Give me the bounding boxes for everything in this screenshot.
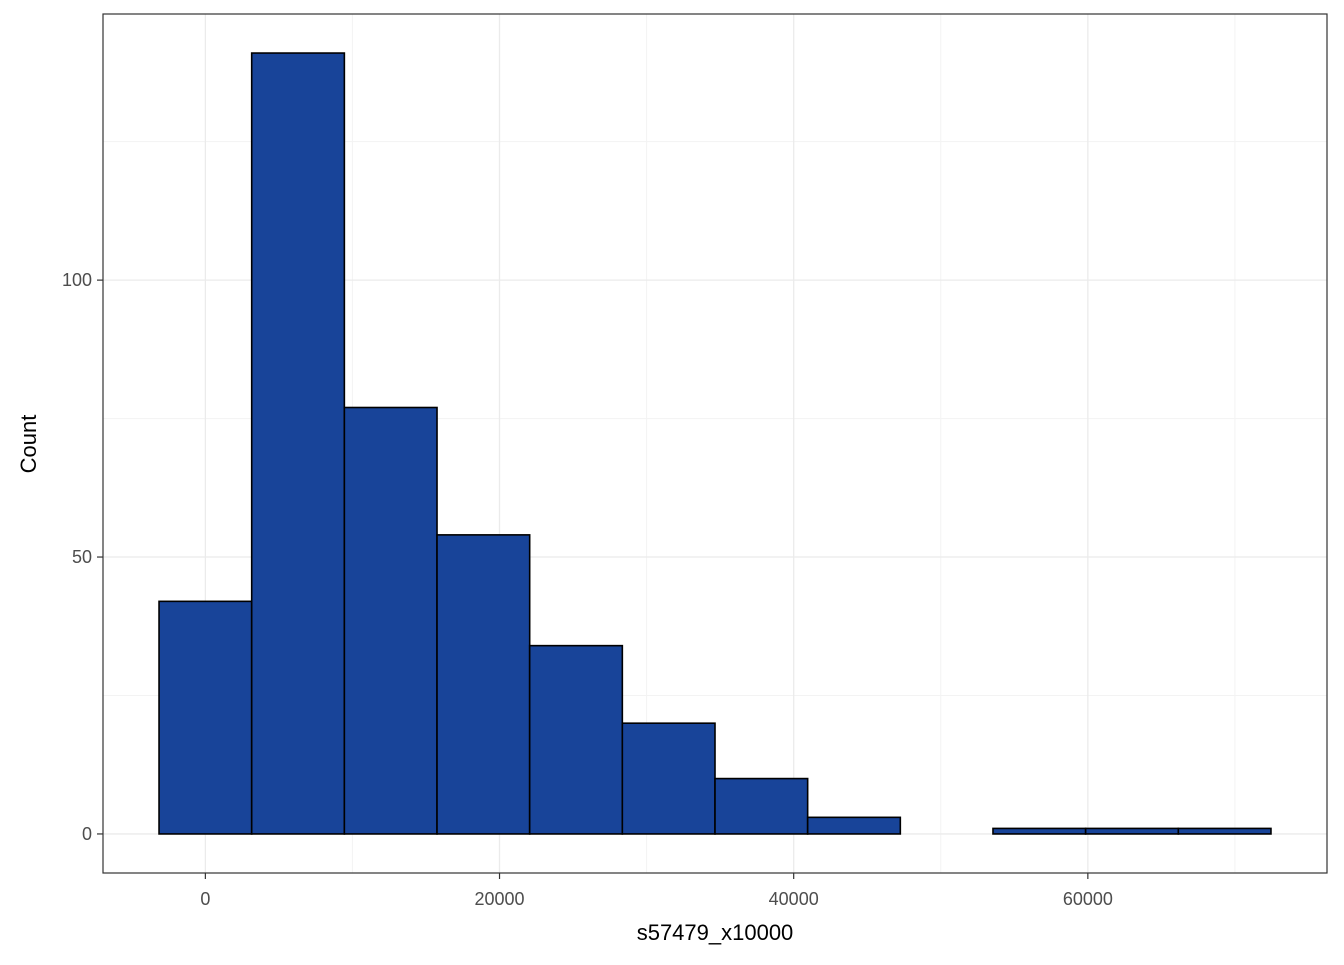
y-tick-label: 100 (62, 270, 92, 290)
y-axis: 0 50 100 (62, 270, 103, 844)
x-axis: 0 20000 40000 60000 (200, 873, 1113, 909)
x-tick-label: 0 (200, 889, 210, 909)
histogram-bar (158, 600, 253, 835)
histogram-bar (436, 534, 531, 835)
histogram-bar (714, 777, 809, 835)
histogram-bar (992, 827, 1087, 835)
x-tick-label: 40000 (769, 889, 819, 909)
panel-border (102, 13, 1328, 874)
histogram-bar (1177, 827, 1272, 835)
x-tick-label: 20000 (474, 889, 524, 909)
histogram-bar (250, 52, 346, 835)
x-axis-title: s57479_x10000 (637, 920, 794, 945)
histogram-bars (158, 52, 1272, 835)
y-axis-title: Count (16, 415, 41, 474)
histogram-bar (343, 406, 438, 835)
histogram-bar (528, 644, 624, 835)
histogram-bar (621, 722, 716, 835)
histogram-bar (806, 816, 902, 835)
y-tick-label: 0 (82, 824, 92, 844)
y-tick-label: 50 (72, 547, 92, 567)
x-tick-label: 60000 (1063, 889, 1113, 909)
minor-grid-lines (103, 14, 1327, 873)
histogram-bar (1084, 827, 1180, 835)
